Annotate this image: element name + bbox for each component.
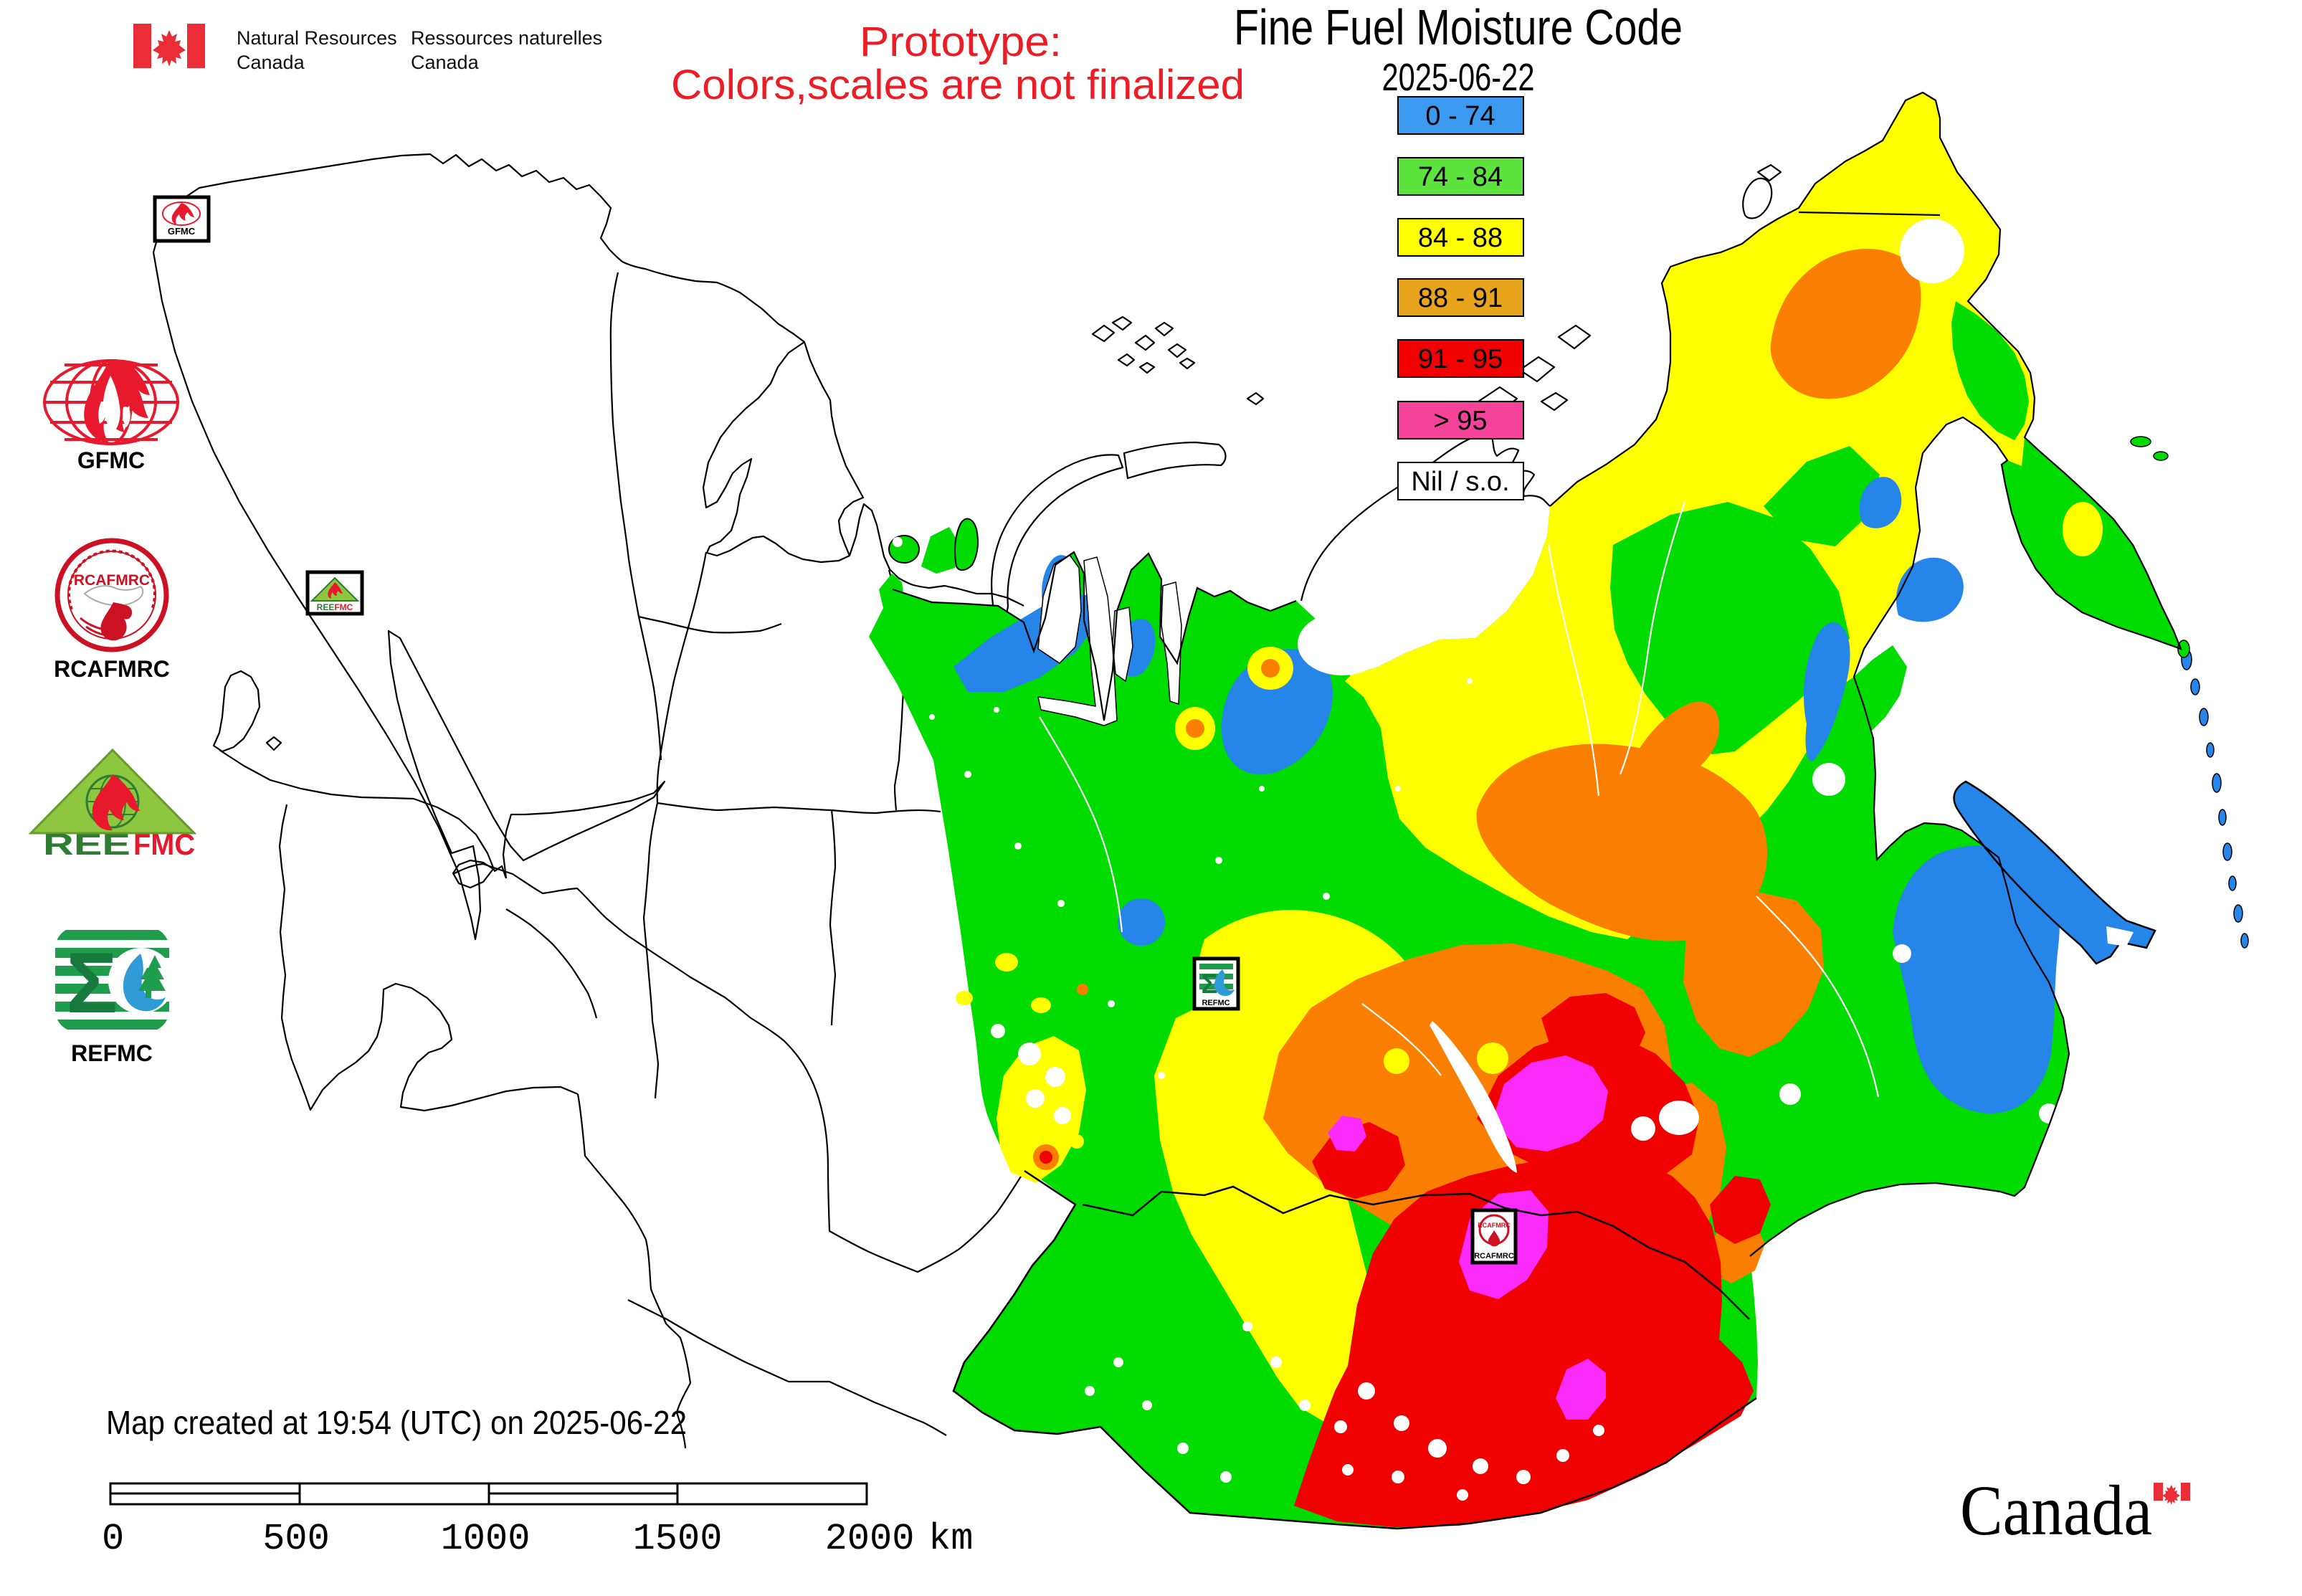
svg-text:74 - 84: 74 - 84 (1418, 162, 1503, 192)
svg-text:1500: 1500 (633, 1518, 723, 1560)
svg-text:2000: 2000 (825, 1518, 915, 1560)
svg-text:ил: ил (131, 992, 151, 1010)
svg-text:RCAFMRC: RCAFMRC (54, 656, 170, 682)
svg-text:Canada: Canada (237, 52, 305, 73)
svg-text:FMC: FMC (133, 827, 195, 861)
svg-text:Natural Resources: Natural Resources (237, 27, 397, 49)
svg-text:REE: REE (43, 827, 130, 861)
svg-text:0 - 74: 0 - 74 (1425, 101, 1495, 131)
svg-text:RCAFMRC: RCAFMRC (1478, 1222, 1511, 1229)
svg-text:Colors,scales are not finalize: Colors,scales are not finalized (671, 62, 1245, 108)
svg-text:2025-06-22: 2025-06-22 (1382, 56, 1535, 99)
svg-text:91 - 95: 91 - 95 (1418, 344, 1503, 374)
svg-text:GFMC: GFMC (77, 447, 145, 473)
svg-text:Nil / s.o.: Nil / s.o. (1411, 467, 1509, 497)
svg-text:RCAFMRC: RCAFMRC (1474, 1252, 1514, 1260)
svg-text:Ressources naturelles: Ressources naturelles (411, 27, 602, 49)
svg-text:RCAFMRC: RCAFMRC (74, 572, 150, 589)
svg-text:REEFMC: REEFMC (317, 602, 353, 612)
svg-text:84 - 88: 84 - 88 (1418, 223, 1503, 253)
svg-text:REFMC: REFMC (1202, 999, 1230, 1007)
svg-text:REFMC: REFMC (71, 1040, 153, 1066)
svg-text:km: km (928, 1518, 973, 1560)
svg-text:GFMC: GFMC (168, 226, 196, 237)
svg-text:0: 0 (102, 1518, 124, 1560)
svg-text:Prototype:: Prototype: (860, 19, 1062, 65)
svg-text:Map created at 19:54 (UTC) on: Map created at 19:54 (UTC) on 2025-06-22 (106, 1404, 687, 1441)
svg-text:Σ: Σ (1202, 969, 1218, 999)
svg-text:Canada: Canada (411, 52, 480, 73)
svg-text:Canada: Canada (1960, 1471, 2152, 1550)
svg-text:1000: 1000 (441, 1518, 531, 1560)
svg-text:Fine Fuel Moisture Code: Fine Fuel Moisture Code (1234, 0, 1683, 55)
svg-text:88 - 91: 88 - 91 (1418, 283, 1503, 313)
svg-text:> 95: > 95 (1433, 406, 1487, 436)
svg-text:Σ: Σ (66, 935, 118, 1031)
svg-text:500: 500 (262, 1518, 330, 1560)
